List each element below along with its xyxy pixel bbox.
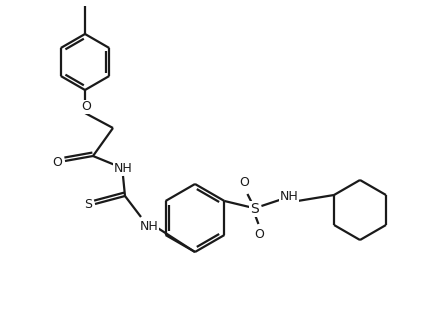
Text: O: O [240, 177, 249, 189]
Text: O: O [81, 100, 91, 114]
Text: O: O [52, 155, 62, 169]
Text: O: O [254, 229, 264, 241]
Text: NH: NH [140, 221, 158, 233]
Text: S: S [250, 202, 259, 216]
Text: NH: NH [114, 161, 133, 175]
Text: NH: NH [280, 190, 299, 204]
Text: S: S [84, 198, 92, 212]
